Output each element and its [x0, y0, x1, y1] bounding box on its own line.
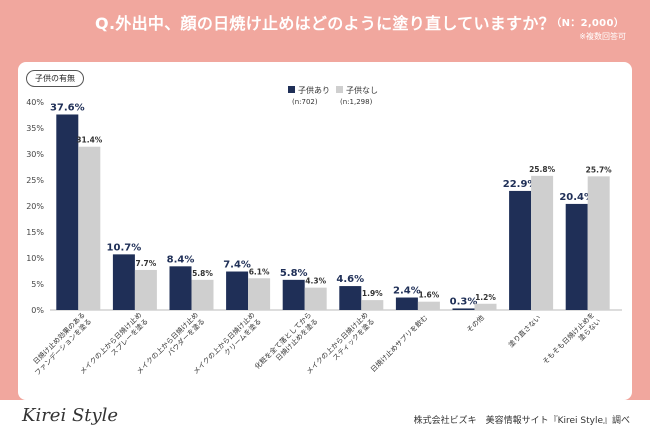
y-tick-label: 0%: [31, 306, 44, 315]
bar: [134, 269, 157, 310]
legend-swatch: [288, 86, 295, 93]
segment-badge: 子供の有無: [26, 70, 84, 87]
bar: [361, 300, 384, 310]
data-label: 0.3%: [450, 296, 478, 307]
bar: [565, 203, 588, 310]
data-label: 4.3%: [305, 277, 326, 286]
data-label: 37.6%: [50, 102, 85, 113]
bar: [226, 271, 249, 310]
legend-sample-size: (n:702): [292, 98, 318, 106]
y-tick-label: 5%: [31, 280, 44, 289]
data-label: 7.4%: [223, 260, 251, 271]
chart-title: Q.外出中、顔の日焼け止めはどのように塗り直していますか？ （N：2,000）: [0, 10, 650, 34]
footer: [0, 400, 650, 434]
data-label: 8.4%: [167, 254, 195, 265]
data-label: 25.7%: [586, 165, 613, 174]
bar: [474, 303, 497, 310]
legend-label: 子供なし: [346, 85, 378, 95]
sample-size: （N：2,000）: [551, 18, 624, 29]
bar: [282, 279, 305, 310]
category-label: 塗り直さない: [506, 313, 542, 349]
bar: [169, 266, 192, 310]
y-tick-label: 20%: [26, 202, 44, 211]
data-label: 10.7%: [107, 242, 142, 253]
data-label: 25.8%: [529, 165, 556, 174]
legend-sample-size: (n:1,298): [340, 98, 373, 106]
y-tick-label: 25%: [26, 176, 44, 185]
bar: [304, 287, 327, 310]
bar: [339, 286, 362, 310]
data-label: 5.8%: [192, 269, 213, 278]
brand-logo: Kirei Style: [22, 405, 119, 426]
bar: [248, 278, 271, 310]
y-tick-label: 35%: [26, 124, 44, 133]
bar: [531, 175, 554, 310]
bar: [417, 301, 440, 310]
y-tick-label: 30%: [26, 150, 44, 159]
category-label: その他: [465, 313, 486, 334]
bar: [587, 176, 610, 310]
bar: [191, 279, 214, 310]
category-label: 日焼け止めサプリを飲む: [369, 313, 430, 374]
y-tick-label: 40%: [26, 98, 44, 107]
bar: [56, 114, 79, 310]
data-label: 5.8%: [280, 268, 308, 279]
data-label: 20.4%: [559, 192, 594, 203]
bar: [509, 190, 532, 310]
question-text: Q.外出中、顔の日焼け止めはどのように塗り直していますか？: [95, 14, 555, 33]
data-label: 22.9%: [503, 179, 538, 190]
data-label: 1.6%: [418, 291, 439, 300]
bar: [78, 146, 101, 310]
data-label: 2.4%: [393, 286, 421, 297]
bar: [452, 308, 475, 310]
data-label: 1.2%: [475, 293, 496, 302]
bar: [395, 297, 418, 310]
data-label: 4.6%: [336, 274, 364, 285]
data-label: 31.4%: [76, 136, 103, 145]
data-label: 6.1%: [249, 267, 270, 276]
source-credit: 株式会社ビズキ 美容情報サイト『Kirei Style』調べ: [413, 416, 630, 426]
category-label: そもそも日焼け止めを塗らない: [541, 310, 603, 372]
legend-label: 子供あり: [298, 85, 330, 95]
data-label: 7.7%: [135, 259, 156, 268]
bar: [112, 254, 135, 310]
y-tick-label: 10%: [26, 254, 44, 263]
data-label: 1.9%: [362, 289, 383, 298]
legend-swatch: [336, 86, 343, 93]
y-tick-label: 15%: [26, 228, 44, 237]
multiple-answer-note: ※複数回答可: [579, 32, 626, 41]
